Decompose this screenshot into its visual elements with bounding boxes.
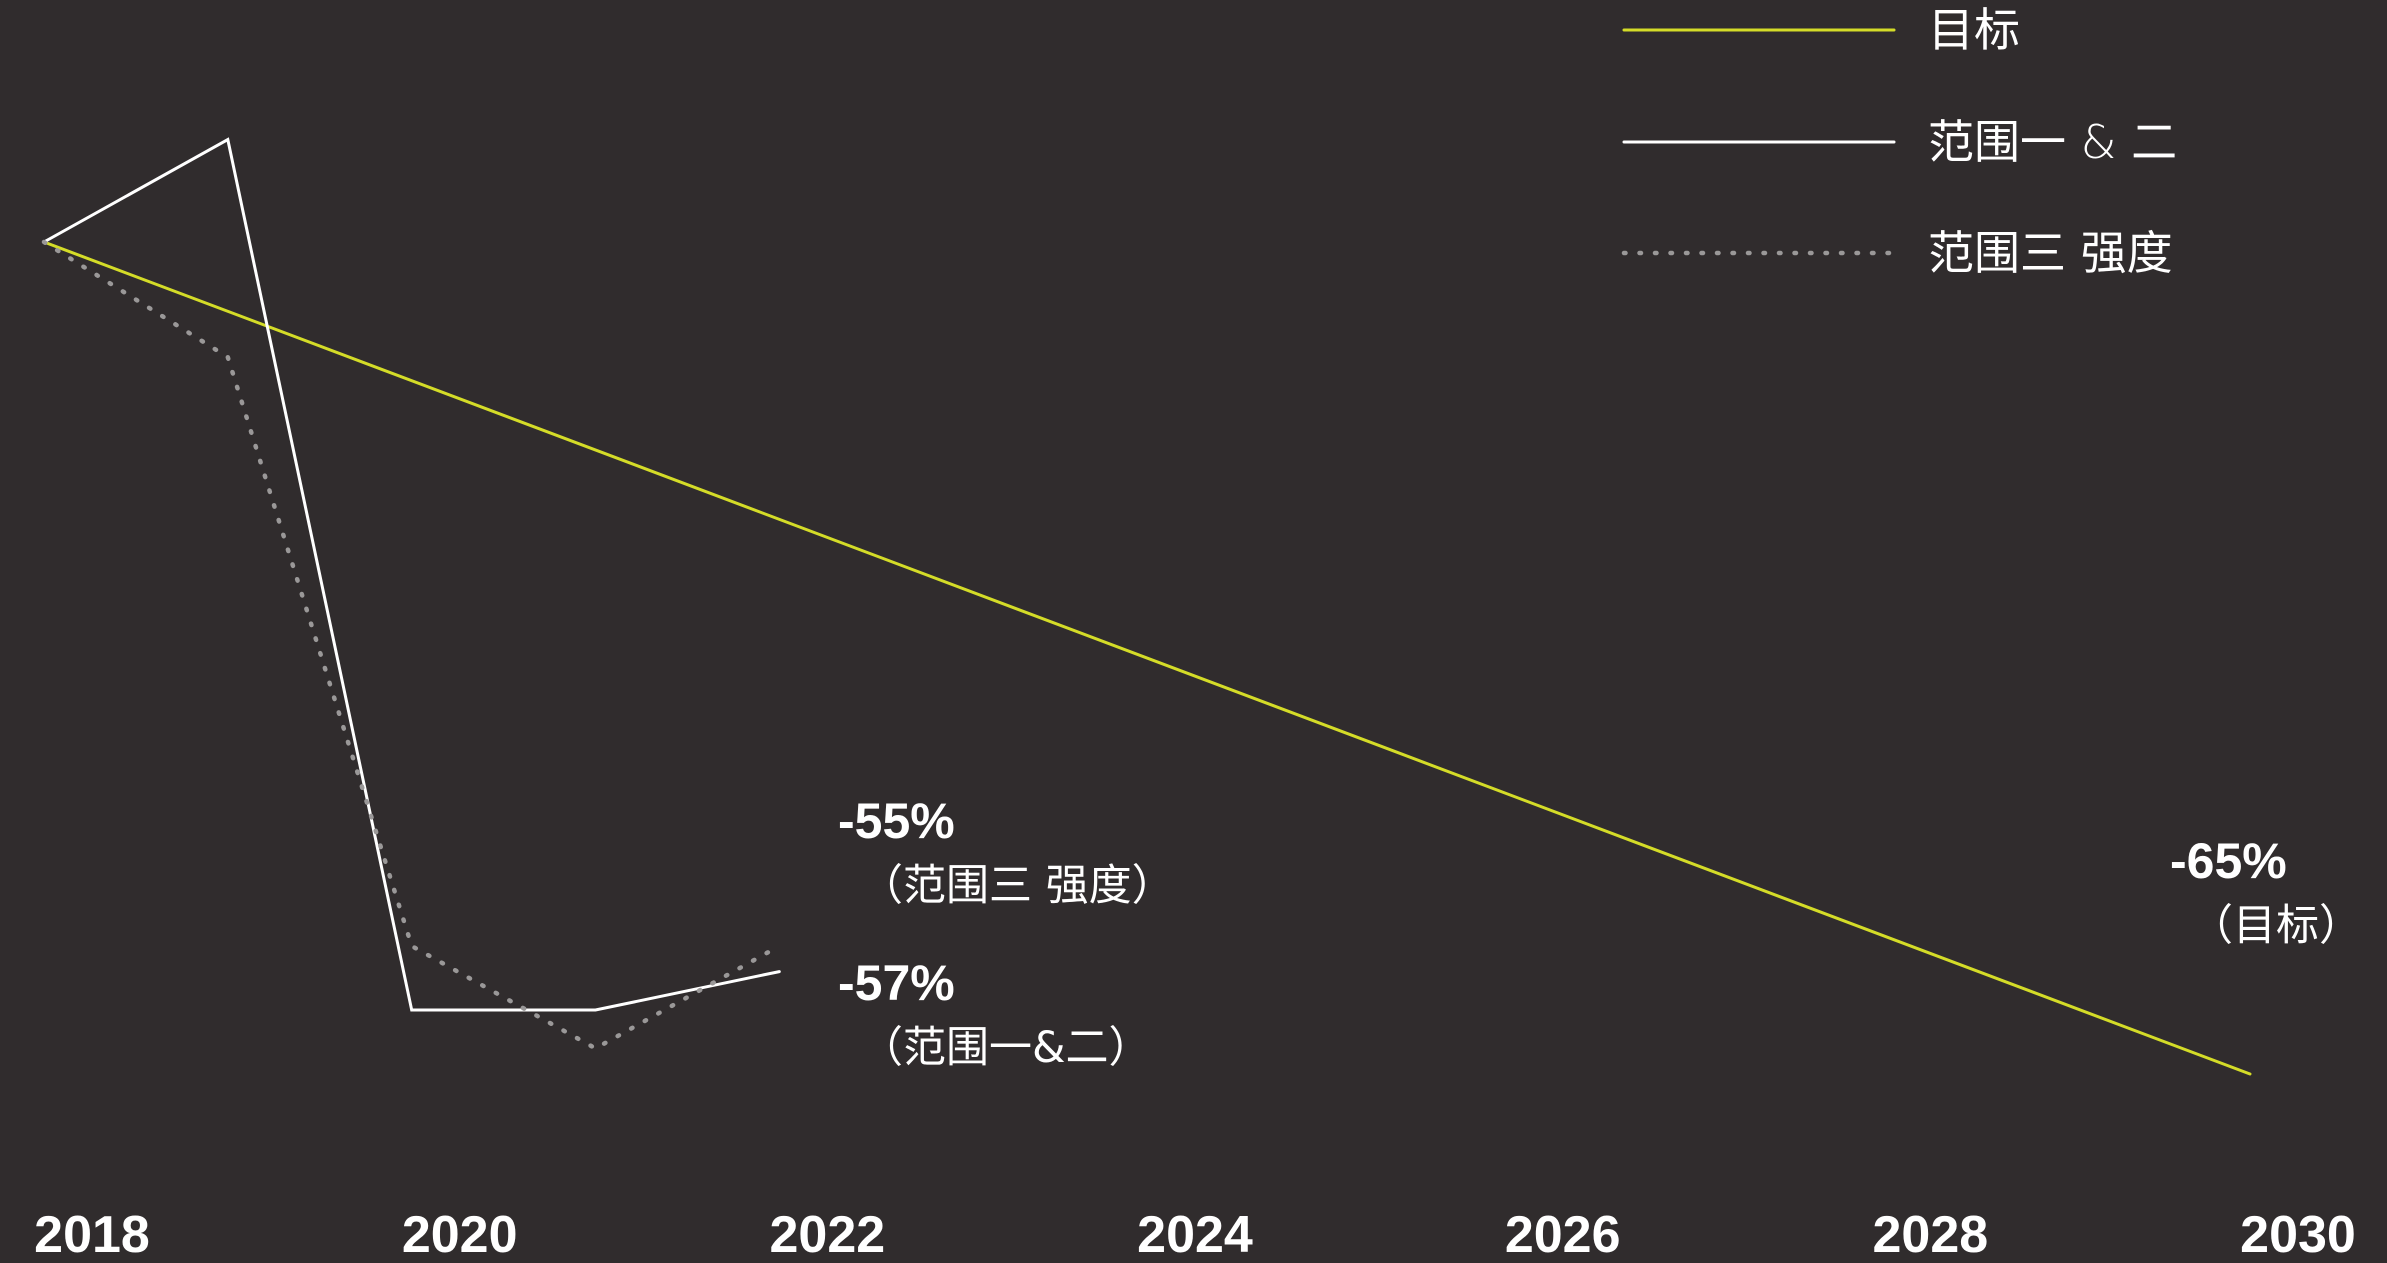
x-tick-label-2026: 2026 [1505, 1206, 1621, 1263]
x-tick-label-2024: 2024 [1137, 1206, 1253, 1263]
series-line-2 [41, 239, 782, 1051]
annotation-value-1: -57% [838, 955, 955, 1011]
series-line-1 [42, 137, 781, 1012]
x-tick-label-2030: 2030 [2240, 1206, 2356, 1263]
x-tick-label-2028: 2028 [1872, 1206, 1988, 1263]
x-tick-label-2018: 2018 [34, 1206, 150, 1263]
x-axis: 2018 2020 2022 2024 2026 2028 2030 [34, 1206, 2356, 1263]
series-line-0 [42, 240, 2252, 1076]
annotation-label-1: （范围一&二） [860, 1023, 1152, 1073]
legend-label-1: 范围一 & 二 [1928, 115, 2177, 169]
annotation-label-2: （目标） [2190, 901, 2362, 951]
legend-label-0: 目标 [1928, 3, 2020, 57]
legend-label-2: 范围三 强度 [1928, 226, 2173, 280]
x-tick-label-2022: 2022 [769, 1206, 885, 1263]
series-lines [41, 137, 2252, 1076]
x-tick-label-2020: 2020 [402, 1206, 518, 1263]
annotations: -55% （范围三 强度） -57% （范围一&二） -65% （目标） [838, 793, 2362, 1073]
annotation-label-0: （范围三 强度） [860, 861, 1175, 911]
annotation-value-2: -65% [2170, 833, 2287, 889]
annotation-value-0: -55% [838, 793, 955, 849]
